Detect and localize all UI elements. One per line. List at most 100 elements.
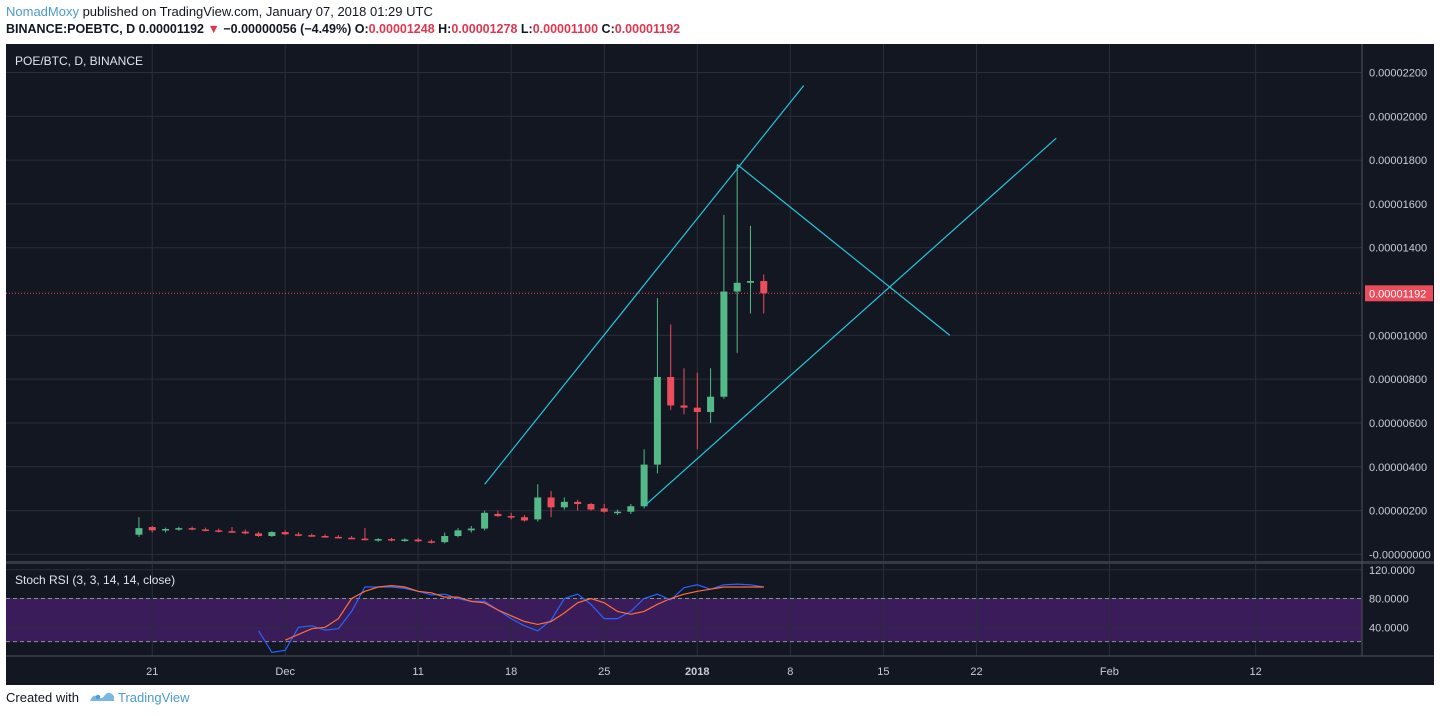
last-price-tag xyxy=(1365,285,1433,302)
candle-body xyxy=(574,501,582,505)
candle-body xyxy=(547,497,555,508)
candle-body xyxy=(587,504,595,510)
candle-body xyxy=(653,376,661,465)
candle-body xyxy=(520,517,528,521)
price-axis-label: 0.00000400 xyxy=(1369,462,1427,474)
candle-body xyxy=(507,516,515,518)
tradingview-link[interactable]: TradingView xyxy=(118,690,190,705)
publish-header: NomadMoxy published on TradingView.com, … xyxy=(6,4,433,20)
candle-body xyxy=(268,532,276,537)
candle-body xyxy=(614,511,622,514)
candle-body xyxy=(255,533,263,537)
candle-body xyxy=(348,537,356,540)
candle-body xyxy=(454,530,462,537)
rsi-axis-label: 120.0000 xyxy=(1369,565,1415,577)
candle-body xyxy=(760,281,768,294)
chart-background xyxy=(6,44,1434,685)
price-axis-label: 0.00000800 xyxy=(1369,374,1427,386)
channel-lower-line xyxy=(643,137,1057,507)
open-value: 0.00001248 xyxy=(368,22,435,36)
close-value: 0.00001192 xyxy=(614,22,681,36)
price-axis-label: 0.00002000 xyxy=(1369,111,1427,123)
time-axis-label: 2018 xyxy=(685,666,709,678)
chart-title: POE/BTC, D, BINANCE xyxy=(15,54,143,68)
close-label: C: xyxy=(601,22,615,36)
quote-bar: BINANCE:POEBTC, D 0.00001192 ▼ −0.000000… xyxy=(6,22,680,36)
price-axis-label: 0.00002200 xyxy=(1369,67,1427,79)
candle-body xyxy=(693,407,701,413)
candle-body xyxy=(281,532,289,535)
candle-body xyxy=(321,536,329,538)
author-link[interactable]: NomadMoxy xyxy=(6,4,79,19)
rsi-axis-label: 40.0000 xyxy=(1369,622,1409,634)
stoch-rsi-k-line xyxy=(258,583,764,654)
price-axis-label: 0.00001000 xyxy=(1369,330,1427,342)
low-label: L: xyxy=(520,22,533,36)
candle-body xyxy=(334,536,342,539)
candle-body xyxy=(201,529,209,531)
stoch-rsi-title: Stoch RSI (3, 3, 14, 14, close) xyxy=(15,573,175,587)
resistance-line xyxy=(736,164,951,336)
rsi-band-fill xyxy=(6,598,1362,642)
candle-body xyxy=(135,528,143,535)
time-axis-label: 22 xyxy=(970,666,982,678)
time-axis-label: 15 xyxy=(877,666,889,678)
price-axis-label: 0.00000200 xyxy=(1369,506,1427,518)
candle-body xyxy=(746,281,754,283)
tradingview-logo-icon xyxy=(89,692,114,701)
published-text: published on TradingView.com, January 07… xyxy=(78,4,433,19)
symbol-label: BINANCE:POEBTC, D xyxy=(6,22,136,36)
time-axis-label: Feb xyxy=(1100,666,1119,678)
last-price: 0.00001192 xyxy=(138,22,205,36)
time-axis-label: 11 xyxy=(412,666,423,678)
candle-body xyxy=(720,291,728,397)
candle-body xyxy=(707,396,715,413)
candle-body xyxy=(361,538,369,541)
footer: Created with TradingView xyxy=(6,690,190,705)
candle-body xyxy=(427,541,435,543)
candle-body xyxy=(401,539,409,542)
candle-body xyxy=(148,527,156,531)
candle-body xyxy=(228,531,236,533)
candle-body xyxy=(627,506,635,512)
low-value: 0.00001100 xyxy=(532,22,599,36)
candle-body xyxy=(414,539,422,542)
last-price-tag-label: 0.00001192 xyxy=(1369,288,1426,300)
candle-body xyxy=(441,536,449,543)
open-label: O: xyxy=(354,22,369,36)
price-axis-label: 0.00001400 xyxy=(1369,243,1427,255)
down-arrow-icon: ▼ xyxy=(207,22,220,36)
change-value: −0.00000056 (−4.49%) xyxy=(223,22,352,36)
time-axis-label: 25 xyxy=(598,666,610,678)
time-axis-label: 8 xyxy=(787,666,793,678)
time-axis-label: Dec xyxy=(275,666,295,678)
candle-body xyxy=(241,531,249,534)
candle-body xyxy=(534,497,542,520)
candle-body xyxy=(162,529,170,531)
candle-body xyxy=(374,539,382,541)
chart-frame[interactable]: 0.00002200 0.00002000 0.00001800 0.00001600… xyxy=(6,44,1434,685)
candle-body xyxy=(215,530,223,532)
candle-body xyxy=(294,534,302,536)
candle-body xyxy=(600,508,608,512)
candle-body xyxy=(640,464,648,507)
candle-body xyxy=(481,512,489,529)
high-label: H: xyxy=(438,22,452,36)
candle-body xyxy=(188,528,196,530)
candle-body xyxy=(680,405,688,408)
high-value: 0.00001278 xyxy=(451,22,518,36)
price-axis-label: 0.00001800 xyxy=(1369,155,1427,167)
candle-body xyxy=(494,513,502,517)
candle-body xyxy=(560,501,568,508)
channel-upper-line xyxy=(484,85,805,485)
chart-canvas[interactable]: 0.00002200 0.00002000 0.00001800 0.00001600… xyxy=(6,44,1434,685)
candle-body xyxy=(733,282,741,292)
price-axis-label: 0.00000600 xyxy=(1369,418,1427,430)
price-axis-label: 0.00001600 xyxy=(1369,199,1427,211)
price-axis-label: -0.00000000 xyxy=(1369,549,1431,561)
rsi-axis-label: 80.0000 xyxy=(1369,594,1409,606)
candle-body xyxy=(388,539,396,541)
candle-body xyxy=(175,528,183,530)
time-axis-label: 21 xyxy=(146,666,158,678)
candle-body xyxy=(308,535,316,537)
